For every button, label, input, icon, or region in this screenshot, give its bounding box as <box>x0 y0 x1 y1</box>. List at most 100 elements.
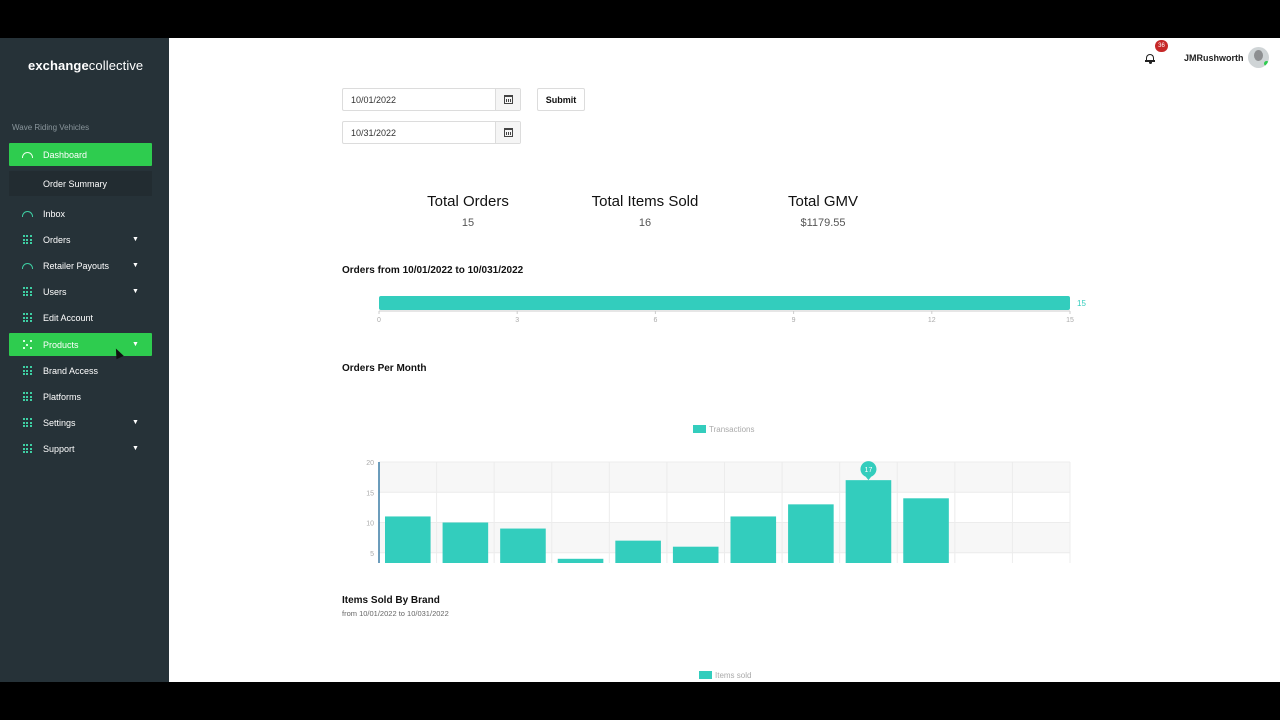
sidebar-item-label: Settings <box>43 417 76 428</box>
stat-title: Total GMV <box>787 193 859 210</box>
end-date-field[interactable]: 10/31/2022 <box>342 121 521 144</box>
sidebar: exchangecollective Wave Riding Vehicles … <box>0 38 169 682</box>
data-label: 17 <box>865 467 873 474</box>
bar <box>730 516 777 563</box>
grid-icon <box>20 313 34 322</box>
legend-label: Items sold <box>715 671 751 680</box>
start-date-field[interactable]: 10/01/2022 <box>342 88 521 111</box>
x-tick-label: 15 <box>1066 317 1074 324</box>
grid-icon <box>20 418 34 427</box>
bar <box>672 546 719 563</box>
grid-icon <box>20 287 34 296</box>
sidebar-item-brand-access[interactable]: Brand Access <box>9 359 152 382</box>
calendar-icon <box>503 128 513 137</box>
y-tick-label: 20 <box>366 460 374 467</box>
calendar-button[interactable] <box>495 122 520 143</box>
logo-bold: exchange <box>28 58 89 73</box>
bar <box>615 540 661 563</box>
legend-swatch <box>693 425 706 433</box>
items-by-brand-chart: Items sold <box>699 671 751 680</box>
grid-icon <box>20 444 34 453</box>
chevron-down-icon[interactable]: ▼ <box>132 262 139 269</box>
logo-light: collective <box>88 58 144 73</box>
y-tick-label: 5 <box>370 551 374 558</box>
app-window: exchangecollective Wave Riding Vehicles … <box>0 38 1280 682</box>
sidebar-item-label: Support <box>43 443 75 454</box>
grid-icon <box>20 392 34 401</box>
calendar-icon <box>503 95 513 104</box>
legend-label: Transactions <box>709 425 755 434</box>
orders-per-month-chart: Transactions05101520JanFebMarAprMayJunJu… <box>366 425 1071 563</box>
y-tick-label: 15 <box>366 490 374 497</box>
orders-per-month-title: Orders Per Month <box>342 363 427 374</box>
bar <box>903 498 949 563</box>
stat-value: $1179.55 <box>800 217 846 229</box>
calendar-button[interactable] <box>495 89 520 110</box>
sidebar-item-dashboard[interactable]: Dashboard <box>9 143 152 166</box>
sidebar-item-inbox[interactable]: Inbox <box>9 202 152 225</box>
orders-range-title: Orders from 10/01/2022 to 10/031/2022 <box>342 265 524 276</box>
data-marker <box>860 461 877 478</box>
grid-icon <box>20 366 34 375</box>
bar <box>442 522 489 563</box>
bell-icon[interactable] <box>1144 52 1156 64</box>
sidebar-item-edit-account[interactable]: Edit Account <box>9 306 152 329</box>
sidebar-item-products[interactable]: Products ▼ <box>9 333 152 356</box>
chevron-down-icon[interactable]: ▼ <box>132 288 139 295</box>
x-tick-label: 9 <box>792 317 796 324</box>
stat-value: 15 <box>461 217 475 229</box>
x-tick-label: 0 <box>377 317 381 324</box>
online-status-icon <box>1264 61 1269 66</box>
bar <box>557 558 604 563</box>
items-by-brand-subtitle: from 10/01/2022 to 10/031/2022 <box>342 609 449 618</box>
start-date-input[interactable]: 10/01/2022 <box>351 94 397 105</box>
chevron-down-icon[interactable]: ▼ <box>132 445 139 452</box>
items-by-brand-title: Items Sold By Brand <box>342 595 440 606</box>
bar <box>845 480 892 563</box>
stat-title: Total Orders <box>427 193 509 210</box>
sidebar-item-label: Retailer Payouts <box>43 260 110 271</box>
sidebar-item-users[interactable]: Users ▼ <box>9 280 152 303</box>
stat-title: Total Items Sold <box>591 193 699 210</box>
sidebar-item-platforms[interactable]: Platforms <box>9 385 152 408</box>
avatar[interactable] <box>1248 47 1269 68</box>
x-tick-label: 12 <box>928 317 936 324</box>
chevron-down-icon[interactable]: ▼ <box>132 236 139 243</box>
sidebar-item-label: Orders <box>43 234 71 245</box>
sidebar-item-retailer-payouts[interactable]: Retailer Payouts ▼ <box>9 254 152 277</box>
sidebar-item-settings[interactable]: Settings ▼ <box>9 411 152 434</box>
sidebar-item-support[interactable]: Support ▼ <box>9 437 152 460</box>
payouts-icon <box>20 262 34 269</box>
dashboard-icon <box>20 151 34 158</box>
sidebar-item-label: Platforms <box>43 391 82 402</box>
orders-range-chart: 15 0 3 6 9 12 15 <box>377 296 1086 324</box>
sidebar-item-order-summary[interactable]: Order Summary <box>9 171 152 196</box>
submit-button[interactable]: Submit <box>537 88 585 111</box>
products-icon <box>20 340 34 349</box>
stat-total-items-sold: Total Items Sold 16 <box>555 193 735 229</box>
bar <box>788 504 834 563</box>
sidebar-item-orders[interactable]: Orders ▼ <box>9 228 152 251</box>
stat-total-orders: Total Orders 15 <box>378 193 558 229</box>
inbox-icon <box>20 210 34 217</box>
stat-total-gmv: Total GMV $1179.55 <box>733 193 913 229</box>
organization-name: Wave Riding Vehicles <box>12 123 90 132</box>
x-tick-label: 6 <box>653 317 657 324</box>
sidebar-item-label: Products <box>43 339 79 350</box>
sidebar-item-label: Users <box>43 286 67 297</box>
chevron-down-icon[interactable]: ▼ <box>132 419 139 426</box>
username[interactable]: JMRushworth <box>1184 53 1244 63</box>
grid-icon <box>20 235 34 244</box>
stat-value: 16 <box>638 217 652 229</box>
chevron-down-icon[interactable]: ▼ <box>132 341 139 348</box>
bar <box>500 528 546 563</box>
end-date-input[interactable]: 10/31/2022 <box>351 127 397 138</box>
x-tick-label: 3 <box>515 317 519 324</box>
data-label: 15 <box>1077 299 1086 308</box>
bar <box>379 296 1070 310</box>
logo[interactable]: exchangecollective <box>28 58 143 73</box>
bar <box>385 516 431 563</box>
sidebar-item-label: Dashboard <box>43 149 88 160</box>
sidebar-item-label: Brand Access <box>43 365 99 376</box>
y-tick-label: 10 <box>366 521 374 528</box>
